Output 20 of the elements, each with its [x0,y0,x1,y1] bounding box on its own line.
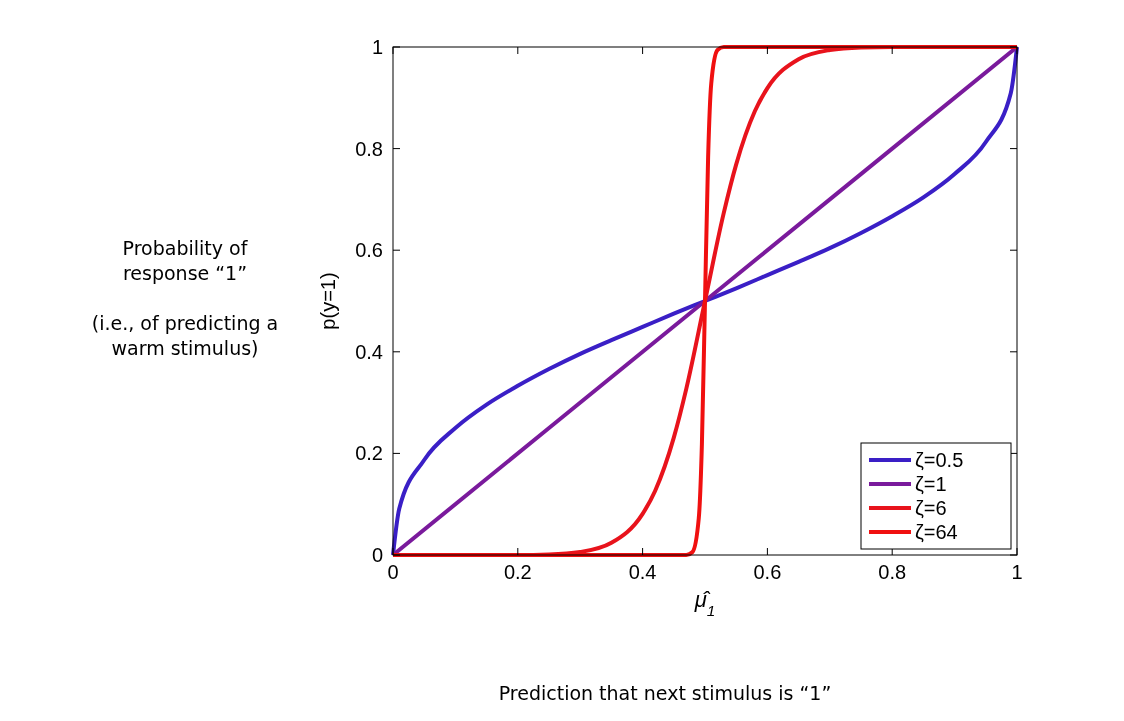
x-axis-title: μ̂$_{1}$ [693,587,716,619]
x-tick-label: 1 [1011,561,1023,583]
y-tick-label: 0.8 [355,137,383,160]
y-tick-label: 0 [371,544,383,566]
x-tick-label: 0.6 [753,561,782,583]
x-tick-label: 0.8 [878,561,907,583]
legend-label: ζ=64 [915,521,958,543]
legend-label: ζ=0.5 [915,449,964,471]
text: Probability of response “1” (i.e., of predicting a warm stimulus) [91,237,279,359]
x-tick-label: 0 [387,561,399,583]
text: Prediction that next stimulus is “1” [498,682,832,704]
legend-label: ζ=1 [915,473,947,495]
x-tick-label: 0.2 [503,561,532,583]
y-tick-label: 1 [371,36,383,58]
x-tick-label: 0.4 [628,561,657,583]
y-axis-title: p(y=1) [317,272,339,330]
y-tick-label: 0.4 [355,340,383,363]
legend-label: ζ=6 [915,497,947,519]
y-tick-label: 0.6 [355,239,383,262]
y-tick-label: 0.2 [355,442,383,465]
